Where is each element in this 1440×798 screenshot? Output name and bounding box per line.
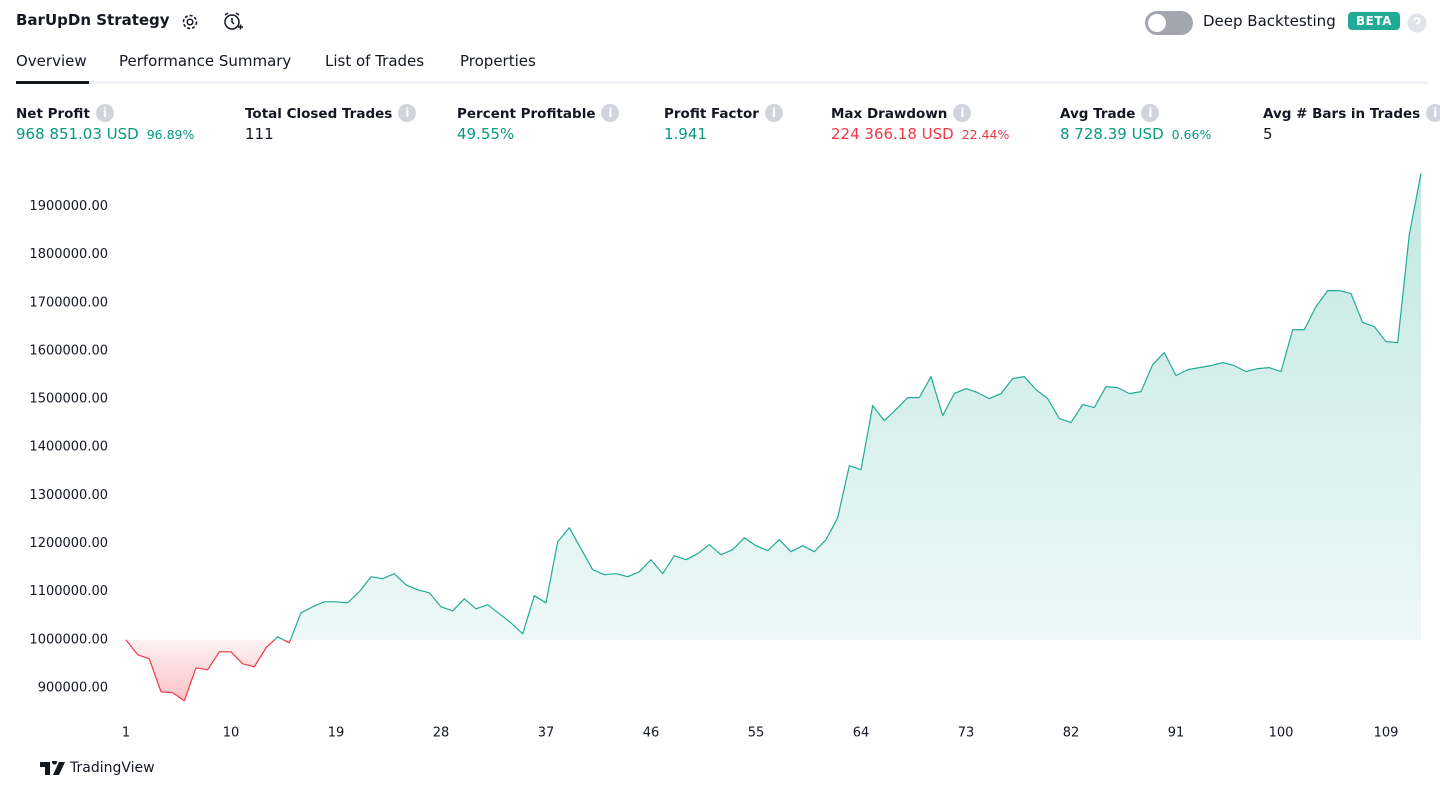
stat-value: 5 bbox=[1263, 125, 1273, 143]
stat-value: 8 728.39 USD 0.66% bbox=[1060, 125, 1211, 143]
stat-value-text: 224 366.18 USD bbox=[831, 125, 954, 143]
x-tick-label: 100 bbox=[1269, 726, 1294, 741]
stat-value: 1.941 bbox=[664, 125, 707, 143]
y-tick-label: 1600000.00 bbox=[29, 343, 108, 358]
x-tick-label: 82 bbox=[1063, 726, 1080, 741]
stat-label-text: Net Profit bbox=[16, 106, 90, 122]
stat-value: 224 366.18 USD 22.44% bbox=[831, 125, 1009, 143]
stat-percent: 0.66% bbox=[1171, 127, 1212, 142]
stat-label: Total Closed Trades i bbox=[245, 104, 417, 122]
stat-value: 968 851.03 USD 96.89% bbox=[16, 125, 194, 143]
y-tick-label: 900000.00 bbox=[38, 680, 108, 695]
equity-line bbox=[125, 173, 1422, 702]
settings-icon[interactable] bbox=[180, 12, 200, 32]
tab-rule bbox=[16, 81, 1428, 84]
info-icon[interactable]: i bbox=[953, 104, 972, 122]
equity-area bbox=[126, 173, 1421, 701]
x-tick-label: 28 bbox=[433, 726, 450, 741]
y-tick-label: 1400000.00 bbox=[29, 440, 108, 455]
stat-value-text: 8 728.39 USD bbox=[1060, 125, 1164, 143]
x-tick-label: 64 bbox=[853, 726, 870, 741]
stat-value-text: 968 851.03 USD bbox=[16, 125, 139, 143]
x-tick-label: 91 bbox=[1168, 726, 1185, 741]
info-icon[interactable]: i bbox=[764, 104, 783, 122]
alert-icon[interactable] bbox=[222, 11, 244, 33]
info-icon[interactable]: i bbox=[1141, 104, 1160, 122]
stat-value-text: 49.55% bbox=[457, 125, 515, 143]
tab[interactable]: List of Trades bbox=[325, 52, 425, 70]
stat-label: Net Profit i bbox=[16, 104, 114, 122]
stat-label-text: Percent Profitable bbox=[457, 106, 596, 122]
tab[interactable]: Overview bbox=[16, 52, 87, 70]
info-icon[interactable]: i bbox=[95, 104, 114, 122]
y-tick-label: 1100000.00 bbox=[29, 584, 108, 599]
x-tick-label: 109 bbox=[1374, 726, 1399, 741]
stat-label: Percent Profitable i bbox=[457, 104, 620, 122]
stat-label-text: Avg # Bars in Trades bbox=[1263, 106, 1421, 122]
stat-value: 49.55% bbox=[457, 125, 514, 143]
x-tick-label: 46 bbox=[643, 726, 660, 741]
y-tick-label: 1300000.00 bbox=[29, 488, 108, 503]
stat-value-text: 111 bbox=[245, 125, 274, 143]
info-icon[interactable]: i bbox=[1426, 104, 1440, 122]
x-tick-label: 10 bbox=[223, 726, 240, 741]
deep-backtesting-toggle[interactable] bbox=[1144, 10, 1194, 36]
info-icon[interactable]: i bbox=[398, 104, 417, 122]
tradingview-logo bbox=[40, 761, 65, 775]
stat-value-text: 5 bbox=[1263, 125, 1273, 143]
x-tick-label: 37 bbox=[538, 726, 555, 741]
stat-label-text: Total Closed Trades bbox=[245, 106, 393, 122]
brand-name: TradingView bbox=[70, 760, 155, 776]
beta-badge: BETA bbox=[1348, 12, 1400, 30]
x-tick-label: 19 bbox=[328, 726, 345, 741]
strategy-title: BarUpDn Strategy bbox=[16, 11, 170, 29]
stat-label-text: Avg Trade bbox=[1060, 106, 1136, 122]
info-icon[interactable]: i bbox=[601, 104, 620, 122]
stat-value-text: 1.941 bbox=[664, 125, 707, 143]
y-tick-label: 1500000.00 bbox=[29, 392, 108, 407]
tab[interactable]: Performance Summary bbox=[119, 52, 292, 70]
stat-percent: 22.44% bbox=[961, 127, 1010, 142]
x-tick-label: 1 bbox=[122, 726, 130, 741]
stat-label: Avg Trade i bbox=[1060, 104, 1160, 122]
active-tab-underline bbox=[16, 81, 89, 84]
y-tick-label: 1000000.00 bbox=[29, 632, 108, 647]
y-tick-label: 1900000.00 bbox=[29, 199, 108, 214]
stat-label: Max Drawdown i bbox=[831, 104, 972, 122]
x-tick-label: 73 bbox=[958, 726, 975, 741]
y-tick-label: 1200000.00 bbox=[29, 536, 108, 551]
stat-label: Avg # Bars in Trades i bbox=[1263, 104, 1440, 122]
stat-percent: 96.89% bbox=[146, 127, 195, 142]
stat-label-text: Max Drawdown bbox=[831, 106, 948, 122]
toggle-label: Deep Backtesting bbox=[1203, 12, 1336, 30]
help-icon[interactable] bbox=[1407, 13, 1427, 33]
stat-value: 111 bbox=[245, 125, 274, 143]
stat-label-text: Profit Factor bbox=[664, 106, 759, 122]
y-tick-label: 1700000.00 bbox=[29, 295, 108, 310]
y-tick-label: 1800000.00 bbox=[29, 247, 108, 262]
x-tick-label: 55 bbox=[748, 726, 765, 741]
stat-label: Profit Factor i bbox=[664, 104, 783, 122]
tab[interactable]: Properties bbox=[460, 52, 536, 70]
